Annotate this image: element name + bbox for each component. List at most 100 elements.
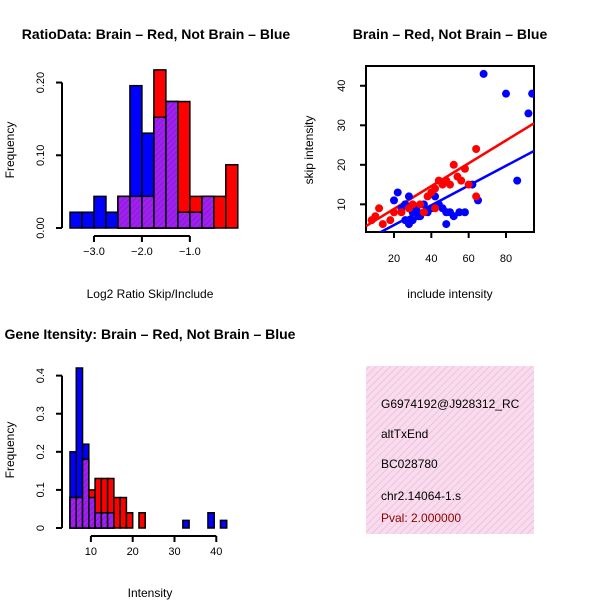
intensity-overlap-bar	[88, 496, 96, 529]
ratio-notbrain-bar	[93, 195, 107, 229]
ratio-histogram-panel: RatioData: Brain – Red, Not Brain – Blue…	[3, 26, 290, 301]
info-event-type: altTxEnd	[381, 427, 428, 441]
scatter-notbrain-point	[414, 212, 423, 221]
intensity-x-tick-label: 40	[210, 546, 222, 558]
scatter-y-tick-label: 30	[336, 119, 348, 131]
intensity-notbrain-bar	[207, 512, 215, 529]
scatter-brain-point	[431, 184, 440, 193]
ratio-overlap-bar	[165, 100, 179, 229]
ratio-y-axis-label: Frequency	[3, 122, 17, 179]
scatter-notbrain-point	[449, 212, 458, 221]
scatter-brain-point	[431, 204, 440, 213]
ratio-chart-title: RatioData: Brain – Red, Not Brain – Blue	[22, 26, 291, 42]
ratio-overlap-bar	[189, 211, 203, 229]
scatter-brain-point	[449, 160, 458, 169]
info-gene-id: G6974192@J928312_RC	[381, 397, 520, 411]
ratio-notbrain-bar	[69, 211, 83, 229]
scatter-axes: 20 40 60 80 10 20 30 40	[336, 80, 512, 265]
scatter-y-tick-label: 10	[336, 198, 348, 210]
intensity-overlap-bar	[81, 458, 90, 529]
scatter-notbrain-point	[404, 220, 413, 229]
intensity-y-tick-label: 0	[35, 525, 47, 531]
ratio-overlap-bar	[201, 195, 215, 229]
intensity-overlap-bar	[69, 496, 78, 529]
info-pval: Pval: 2.000000	[381, 511, 461, 525]
scatter-brain-point	[472, 192, 481, 201]
scatter-notbrain-point	[404, 192, 413, 201]
scatter-notbrain-point	[390, 196, 398, 205]
scatter-notbrain-point	[460, 208, 469, 217]
scatter-y-axis-label: skip intensity	[302, 116, 316, 185]
ratio-x-tick-label: −1.0	[179, 246, 201, 258]
scatter-notbrain-fit-line	[378, 149, 534, 232]
intensity-axes: 10 20 30 40 0 0.1 0.2 0.3 0.4	[35, 368, 222, 558]
scatter-points	[367, 69, 534, 229]
scatter-brain-point	[446, 180, 454, 189]
scatter-x-tick-label: 40	[425, 253, 437, 265]
scatter-y-tick-label: 40	[336, 80, 348, 92]
intensity-x-tick-label: 10	[85, 546, 97, 558]
ratio-y-tick-label: 0.20	[35, 72, 47, 93]
scatter-brain-point	[397, 208, 406, 217]
intensity-brain-bar	[138, 512, 146, 529]
intensity-y-tick-label: 0.4	[35, 368, 47, 383]
ratio-brain-bar	[213, 195, 227, 229]
scatter-notbrain-point	[455, 208, 464, 217]
scatter-brain-point	[416, 200, 425, 209]
ratio-notbrain-bar	[105, 211, 119, 229]
ratio-overlap-bar	[141, 195, 155, 229]
scatter-brain-point	[460, 164, 469, 173]
scatter-brain-point	[386, 216, 395, 225]
intensity-y-axis-label: Frequency	[3, 422, 17, 479]
scatter-brain-point	[419, 208, 428, 217]
scatter-notbrain-point	[528, 89, 534, 98]
info-panel: G6974192@J928312_RC altTxEnd BC028780 ch…	[366, 366, 534, 534]
intensity-chart-title: Gene Itensity: Brain – Red, Not Brain – …	[5, 326, 296, 342]
info-cluster: chr2.14064-1.s	[381, 489, 461, 503]
intensity-histogram-panel: Gene Itensity: Brain – Red, Not Brain – …	[3, 326, 296, 600]
ratio-overlap-bar	[177, 211, 191, 229]
intensity-overlap-bar	[94, 512, 103, 529]
intensity-x-tick-label: 20	[127, 546, 139, 558]
ratio-x-tick-label: −2.0	[131, 246, 153, 258]
ratio-overlap-bar	[129, 195, 143, 229]
intensity-y-tick-label: 0.2	[35, 444, 47, 459]
ratio-brain-bar	[225, 163, 239, 229]
scatter-notbrain-point	[513, 176, 522, 185]
scatter-x-tick-label: 60	[463, 253, 475, 265]
ratio-bars	[69, 69, 239, 229]
ratio-axes: −3.0 −2.0 −1.0 0.00 0.10 0.20	[35, 72, 201, 258]
scatter-notbrain-point	[442, 220, 451, 229]
ratio-overlap-bar	[153, 116, 167, 229]
scatter-notbrain-point	[393, 188, 402, 197]
intensity-brain-bar	[113, 496, 121, 529]
intensity-overlap-bar	[75, 496, 84, 529]
scatter-brain-point	[371, 212, 380, 221]
scatter-brain-point	[408, 200, 417, 209]
scatter-y-tick-label: 20	[336, 159, 348, 171]
scatter-notbrain-point	[502, 89, 510, 98]
intensity-brain-bar	[119, 496, 128, 529]
scatter-x-axis-label: include intensity	[407, 287, 492, 301]
intensity-x-tick-label: 30	[168, 546, 180, 558]
scatter-brain-point	[375, 204, 384, 213]
scatter-chart-title: Brain – Red, Not Brain – Blue	[353, 26, 548, 42]
ratio-x-axis-label: Log2 Ratio Skip/Include	[87, 287, 214, 301]
intensity-notbrain-bar	[182, 519, 190, 529]
intensity-overlap-bar	[106, 512, 115, 529]
scatter-panel: Brain – Red, Not Brain – Blue 20 40 60 80 10…	[302, 26, 547, 301]
ratio-notbrain-bar	[81, 211, 95, 229]
intensity-brain-bar	[125, 512, 134, 529]
ratio-y-tick-label: 0.00	[35, 217, 47, 238]
scatter-brain-point	[457, 176, 466, 185]
intensity-bars	[69, 367, 228, 529]
scatter-brain-point	[390, 208, 398, 217]
ratio-y-tick-label: 0.10	[35, 145, 47, 166]
ratio-brain-bar	[177, 100, 191, 229]
intensity-y-tick-label: 0.3	[35, 406, 47, 421]
scatter-notbrain-point	[479, 69, 488, 78]
ratio-x-tick-label: −3.0	[83, 246, 105, 258]
ratio-overlap-bar	[117, 195, 131, 229]
info-accession: BC028780	[381, 457, 438, 471]
